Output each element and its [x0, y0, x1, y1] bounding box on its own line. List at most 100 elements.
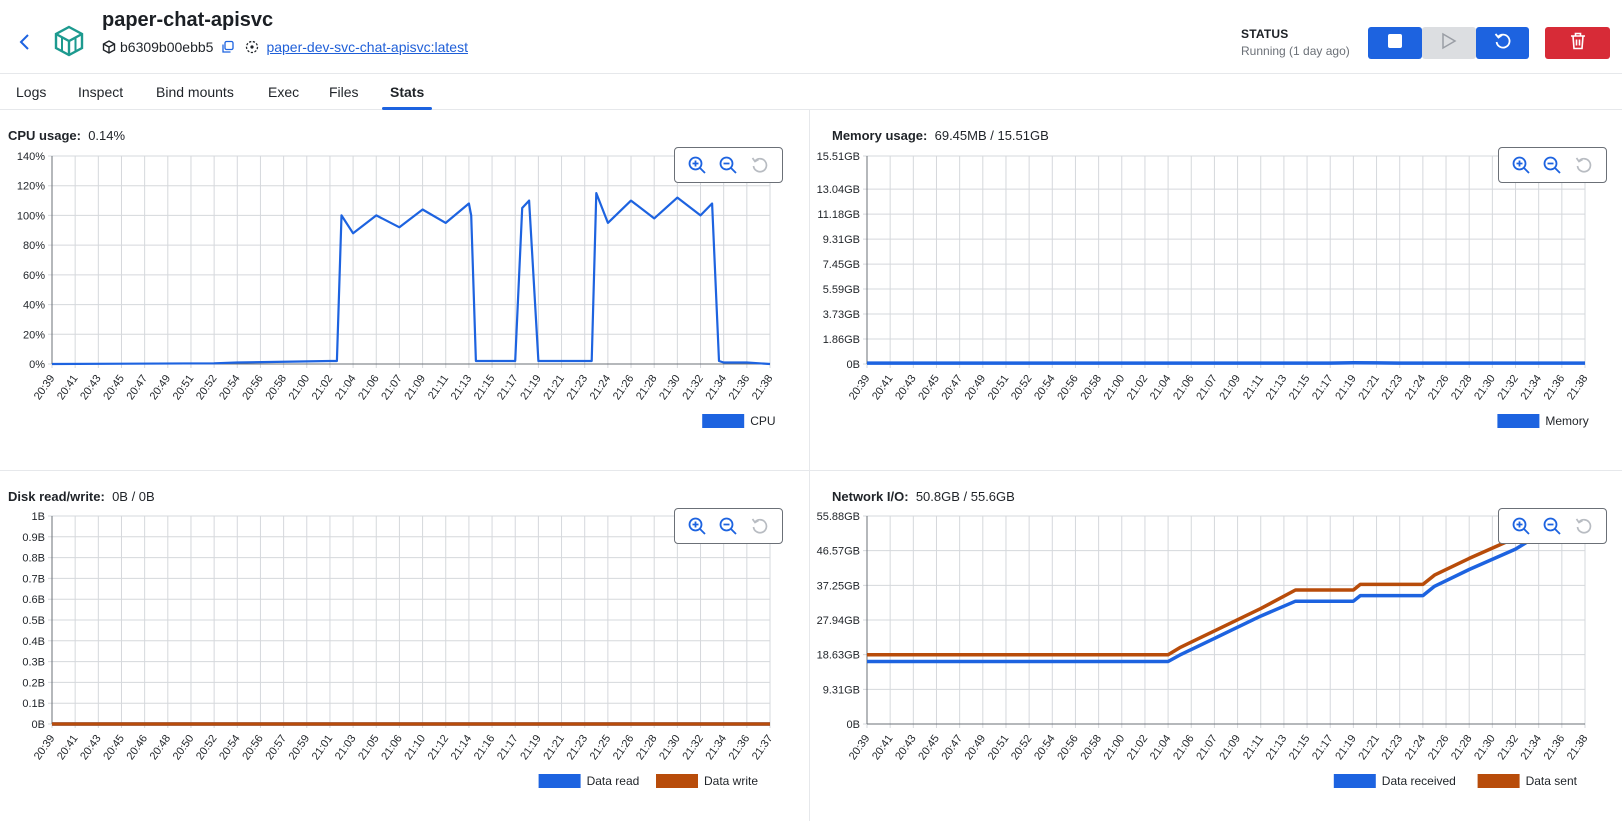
- x-tick-label: 20:56: [1055, 733, 1081, 762]
- x-tick-label: 21:19: [1333, 373, 1359, 402]
- x-tick-label: 21:09: [402, 373, 428, 402]
- x-tick-label: 21:30: [1472, 373, 1498, 402]
- x-tick-label: 21:36: [727, 373, 753, 402]
- tab-bind-mounts[interactable]: Bind mounts: [156, 84, 234, 100]
- reset-zoom-icon[interactable]: [1574, 155, 1594, 175]
- x-tick-label: 21:38: [1565, 373, 1591, 402]
- y-tick-label: 80%: [23, 240, 45, 252]
- panel-divider-horizontal: [0, 470, 1622, 471]
- x-tick-label: 20:56: [1055, 373, 1081, 402]
- x-tick-label: 21:03: [333, 733, 359, 762]
- tab-logs[interactable]: Logs: [16, 84, 47, 100]
- y-tick-label: 0.2B: [22, 677, 45, 689]
- y-tick-label: 15.51GB: [817, 151, 860, 163]
- y-tick-label: 27.94GB: [817, 615, 860, 627]
- zoom-in-icon[interactable]: [687, 155, 707, 175]
- x-tick-label: 21:24: [1403, 373, 1429, 402]
- reset-zoom-icon[interactable]: [750, 516, 770, 536]
- x-tick-label: 20:49: [963, 733, 989, 762]
- zoom-in-icon[interactable]: [687, 516, 707, 536]
- x-tick-label: 21:28: [1449, 373, 1475, 402]
- y-tick-label: 9.31GB: [823, 234, 860, 246]
- x-tick-label: 21:09: [1217, 733, 1243, 762]
- y-tick-label: 0.7B: [22, 573, 45, 585]
- x-tick-label: 21:28: [634, 373, 660, 402]
- x-tick-label: 21:30: [657, 733, 683, 762]
- x-tick-label: 21:21: [1356, 733, 1382, 762]
- x-tick-label: 21:24: [1403, 733, 1429, 762]
- container-id: b6309b00ebb5: [120, 39, 214, 55]
- x-tick-label: 20:39: [32, 373, 58, 402]
- cpu-zoom-controls: [674, 147, 783, 183]
- cpu-panel-title: CPU usage: 0.14%: [8, 128, 125, 143]
- network-label: Network I/O:: [832, 489, 909, 504]
- disk-zoom-controls: [674, 508, 783, 544]
- restart-button[interactable]: [1476, 27, 1529, 59]
- y-tick-label: 0%: [29, 359, 45, 371]
- x-tick-label: 20:45: [916, 373, 942, 402]
- x-tick-label: 21:23: [565, 733, 591, 762]
- x-tick-label: 21:04: [333, 373, 359, 402]
- tab-exec[interactable]: Exec: [268, 84, 300, 100]
- x-tick-label: 20:47: [124, 373, 150, 402]
- zoom-out-icon[interactable]: [718, 155, 738, 175]
- cpu-value: 0.14%: [88, 128, 126, 143]
- x-tick-label: 20:43: [893, 733, 919, 762]
- x-tick-label: 21:17: [495, 373, 521, 402]
- y-tick-label: 40%: [23, 300, 45, 312]
- x-tick-label: 21:12: [426, 733, 452, 762]
- container-header: paper-chat-apisvc b6309b00ebb5 paper-dev…: [0, 0, 1622, 74]
- start-button[interactable]: [1422, 27, 1476, 59]
- memory-panel-title: Memory usage: 69.45MB / 15.51GB: [832, 128, 1049, 143]
- x-tick-label: 20:54: [217, 373, 243, 402]
- x-tick-label: 21:04: [1148, 373, 1174, 402]
- y-tick-label: 9.31GB: [823, 684, 860, 696]
- y-tick-label: 11.18GB: [817, 209, 860, 221]
- x-tick-label: 21:21: [1356, 373, 1382, 402]
- image-link[interactable]: paper-dev-svc-chat-apisvc:latest: [266, 39, 468, 55]
- x-tick-label: 20:51: [171, 373, 197, 402]
- copy-icon[interactable]: [221, 40, 235, 54]
- tab-inspect[interactable]: Inspect: [78, 84, 124, 100]
- zoom-in-icon[interactable]: [1511, 155, 1531, 175]
- memory-label: Memory usage:: [832, 128, 928, 143]
- x-tick-label: 21:11: [1241, 373, 1266, 402]
- x-tick-label: 20:45: [101, 373, 127, 402]
- x-tick-label: 21:30: [657, 373, 683, 402]
- reset-zoom-icon[interactable]: [1574, 516, 1594, 536]
- x-tick-label: 21:38: [1565, 733, 1591, 762]
- series-line-data-sent: [867, 516, 1529, 657]
- x-tick-label: 20:50: [171, 733, 197, 762]
- x-tick-label: 20:47: [939, 373, 965, 402]
- page-title: paper-chat-apisvc: [102, 9, 274, 31]
- x-tick-label: 21:19: [518, 733, 544, 762]
- x-tick-label: 21:37: [750, 733, 776, 762]
- play-icon: [1441, 32, 1457, 55]
- stop-button[interactable]: [1368, 27, 1422, 59]
- y-tick-label: 0B: [32, 719, 45, 731]
- x-tick-label: 21:11: [1241, 733, 1266, 762]
- x-tick-label: 20:41: [870, 373, 896, 402]
- network-chart: 20:3920:4120:4320:4520:4720:4920:5120:52…: [817, 511, 1591, 788]
- tab-stats[interactable]: Stats: [381, 74, 433, 110]
- network-zoom-controls: [1498, 508, 1607, 544]
- zoom-out-icon[interactable]: [1542, 516, 1562, 536]
- stop-icon: [1387, 33, 1403, 54]
- legend-swatch: [538, 774, 581, 788]
- x-tick-label: 21:04: [1148, 733, 1174, 762]
- reset-zoom-icon[interactable]: [750, 155, 770, 175]
- delete-button[interactable]: [1545, 27, 1610, 59]
- tab-files[interactable]: Files: [329, 84, 359, 100]
- x-tick-label: 21:07: [1194, 733, 1220, 762]
- zoom-in-icon[interactable]: [1511, 516, 1531, 536]
- x-tick-label: 21:14: [449, 733, 475, 762]
- zoom-out-icon[interactable]: [718, 516, 738, 536]
- x-tick-label: 21:02: [1125, 373, 1151, 402]
- cpu-label: CPU usage:: [8, 128, 81, 143]
- x-tick-label: 21:21: [541, 733, 567, 762]
- zoom-out-icon[interactable]: [1542, 155, 1562, 175]
- x-tick-label: 20:56: [240, 733, 266, 762]
- y-tick-label: 55.88GB: [817, 511, 860, 523]
- x-tick-label: 20:47: [939, 733, 965, 762]
- back-arrow-icon[interactable]: [18, 32, 32, 52]
